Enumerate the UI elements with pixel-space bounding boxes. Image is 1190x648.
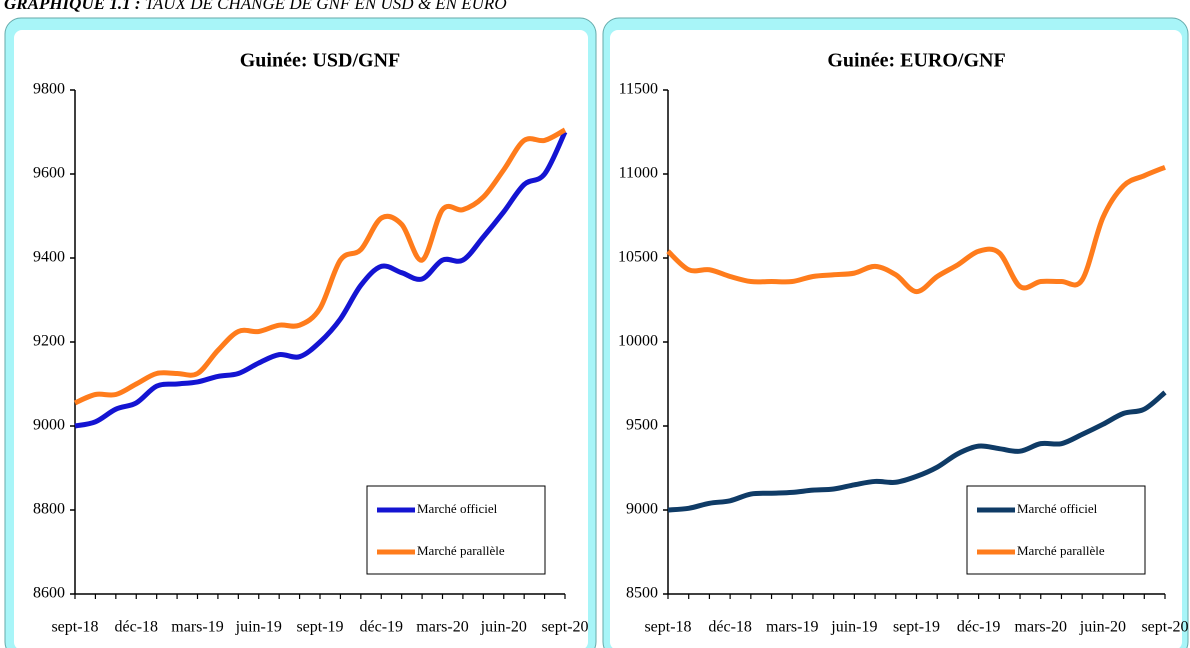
legend-label: Marché officiel xyxy=(417,501,498,516)
legend-label: Marché parallèle xyxy=(417,543,505,558)
y-tick-label: 10500 xyxy=(618,249,658,266)
legend-label: Marché officiel xyxy=(1017,501,1098,516)
chart-title: Guinée: USD/GNF xyxy=(240,50,401,72)
y-tick-label: 9000 xyxy=(626,501,658,518)
series-line xyxy=(73,127,567,406)
y-tick-label: 10000 xyxy=(618,333,658,350)
x-tick-label: mars-19 xyxy=(171,619,223,636)
x-tick-label: déc-19 xyxy=(957,619,1001,636)
y-tick-label: 8500 xyxy=(626,585,658,602)
legend-label: Marché parallèle xyxy=(1017,543,1105,558)
x-tick-label: mars-19 xyxy=(766,619,818,636)
x-tick-label: sept-18 xyxy=(644,619,691,636)
y-tick-label: 9800 xyxy=(33,81,65,98)
page-title: GRAPHIQUE 1.1 : TAUX DE CHANGE DE GNF EN… xyxy=(4,0,507,13)
y-tick-label: 9400 xyxy=(33,249,65,266)
x-tick-label: juin-19 xyxy=(830,619,877,636)
y-tick-label: 9000 xyxy=(33,417,65,434)
y-tick-label: 8800 xyxy=(33,501,65,518)
x-tick-label: sept-20 xyxy=(1141,619,1188,636)
legend-box xyxy=(966,485,1146,575)
x-tick-label: déc-18 xyxy=(114,619,158,636)
page-title-text: TAUX DE CHANGE DE GNF EN USD & EN EURO xyxy=(145,0,507,13)
y-tick-label: 9200 xyxy=(33,333,65,350)
legend-box xyxy=(366,485,546,575)
y-tick-label: 9600 xyxy=(33,165,65,182)
x-tick-label: déc-18 xyxy=(708,619,752,636)
y-tick-label: 9500 xyxy=(626,417,658,434)
x-tick-label: juin-19 xyxy=(235,619,282,636)
x-tick-label: sept-19 xyxy=(296,619,343,636)
page-title-label: GRAPHIQUE 1.1 : xyxy=(4,0,140,13)
x-tick-label: déc-19 xyxy=(359,619,403,636)
x-tick-label: sept-19 xyxy=(893,619,940,636)
x-tick-label: sept-18 xyxy=(51,619,98,636)
x-tick-label: mars-20 xyxy=(416,619,468,636)
series-line xyxy=(667,390,1167,513)
series-line xyxy=(74,130,568,429)
x-tick-label: sept-20 xyxy=(541,619,588,636)
x-tick-label: mars-20 xyxy=(1015,619,1067,636)
chart-title: Guinée: EURO/GNF xyxy=(827,50,1005,72)
y-tick-label: 11500 xyxy=(619,81,658,98)
y-tick-label: 11000 xyxy=(619,165,658,182)
y-tick-label: 8600 xyxy=(33,585,65,602)
series-line xyxy=(666,164,1166,295)
x-tick-label: juin-20 xyxy=(480,619,527,636)
x-tick-label: juin-20 xyxy=(1079,619,1126,636)
